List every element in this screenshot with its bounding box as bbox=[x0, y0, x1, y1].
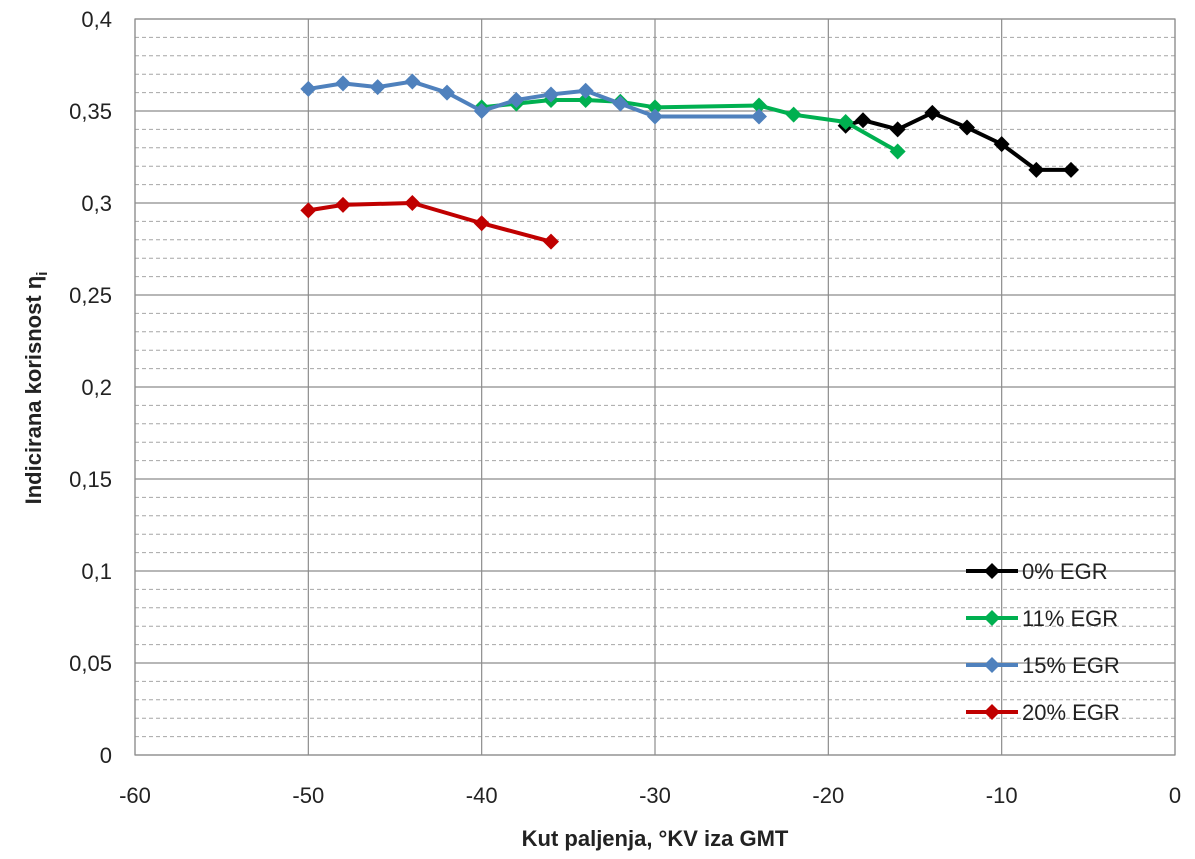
y-tick-label: 0,3 bbox=[81, 191, 112, 216]
data-point-marker bbox=[837, 114, 854, 131]
legend-item: 11% EGR bbox=[966, 606, 1118, 631]
data-point-marker bbox=[612, 95, 629, 112]
data-point-marker bbox=[785, 106, 802, 123]
y-tick-label: 0,05 bbox=[69, 651, 112, 676]
x-tick-label: -50 bbox=[292, 783, 324, 808]
data-point-marker bbox=[300, 80, 317, 97]
y-tick-label: 0,35 bbox=[69, 99, 112, 124]
data-point-marker bbox=[369, 79, 386, 96]
data-point-marker bbox=[577, 91, 594, 108]
legend-swatch-marker bbox=[984, 563, 1000, 579]
data-point-marker bbox=[404, 195, 421, 211]
y-tick-label: 0,4 bbox=[81, 7, 112, 32]
data-point-marker bbox=[855, 112, 871, 129]
series-line bbox=[481, 97, 899, 154]
legend-label: 20% EGR bbox=[1022, 700, 1120, 725]
legend-swatch-marker bbox=[984, 704, 1000, 720]
data-point-marker bbox=[924, 104, 941, 121]
data-point-marker bbox=[959, 119, 975, 136]
data-point-marker bbox=[993, 136, 1010, 153]
legend-swatch-marker bbox=[984, 657, 1000, 673]
data-point-marker bbox=[473, 103, 490, 119]
x-axis-title: Kut paljenja, °KV iza GMT bbox=[522, 826, 789, 851]
data-point-marker bbox=[1028, 161, 1045, 178]
series-layer bbox=[300, 73, 1079, 250]
x-tick-label: -20 bbox=[812, 783, 844, 808]
data-point-marker bbox=[508, 91, 525, 108]
data-point-marker bbox=[335, 196, 351, 213]
data-point-marker bbox=[647, 99, 663, 116]
data-point-marker bbox=[577, 82, 594, 99]
x-tick-label: 0 bbox=[1169, 783, 1181, 808]
data-point-marker bbox=[543, 233, 559, 250]
data-point-marker bbox=[300, 202, 317, 219]
x-tick-label: -30 bbox=[639, 783, 671, 808]
y-tick-label: 0,15 bbox=[69, 467, 112, 492]
data-point-marker bbox=[889, 143, 906, 160]
data-point-marker bbox=[751, 97, 767, 114]
series-3 bbox=[300, 195, 559, 250]
y-tick-label: 0 bbox=[100, 743, 112, 768]
data-point-marker bbox=[473, 215, 490, 232]
series-2 bbox=[300, 73, 767, 125]
x-tick-label: -60 bbox=[119, 783, 151, 808]
data-point-marker bbox=[751, 108, 767, 125]
series-0 bbox=[837, 104, 1079, 178]
legend-swatch-marker bbox=[984, 610, 1000, 626]
legend-label: 11% EGR bbox=[1022, 606, 1118, 631]
legend-label: 15% EGR bbox=[1022, 653, 1120, 678]
data-point-marker bbox=[335, 75, 351, 92]
y-axis-title-main: Indicirana korisnost η bbox=[21, 276, 46, 505]
legend-item: 20% EGR bbox=[966, 700, 1120, 725]
data-point-marker bbox=[543, 86, 559, 103]
legend: 0% EGR 11% EGR 15% EGR 20% EGR bbox=[966, 559, 1120, 725]
y-tick-label: 0,2 bbox=[81, 375, 112, 400]
y-axis-title-subscript: i bbox=[34, 272, 51, 276]
data-point-marker bbox=[404, 73, 421, 90]
x-tick-label: -40 bbox=[466, 783, 498, 808]
data-point-marker bbox=[647, 108, 663, 125]
y-axis-title: Indicirana korisnost ηi bbox=[21, 272, 51, 505]
y-axis-tick-labels: 0 0,05 0,1 0,15 0,2 0,25 0,3 0,35 0,4 bbox=[69, 7, 112, 768]
plot-frame bbox=[134, 18, 1176, 756]
plot-area-border bbox=[134, 18, 1176, 756]
legend-item: 0% EGR bbox=[966, 559, 1108, 584]
x-axis-tick-labels: -60 -50 -40 -30 -20 -10 0 bbox=[119, 783, 1181, 808]
y-tick-label: 0,25 bbox=[69, 283, 112, 308]
legend-item: 15% EGR bbox=[966, 653, 1120, 678]
y-tick-label: 0,1 bbox=[81, 559, 112, 584]
x-tick-label: -10 bbox=[986, 783, 1018, 808]
legend-label: 0% EGR bbox=[1022, 559, 1108, 584]
data-point-marker bbox=[1063, 161, 1079, 178]
data-point-marker bbox=[439, 84, 455, 101]
data-point-marker bbox=[889, 121, 906, 138]
